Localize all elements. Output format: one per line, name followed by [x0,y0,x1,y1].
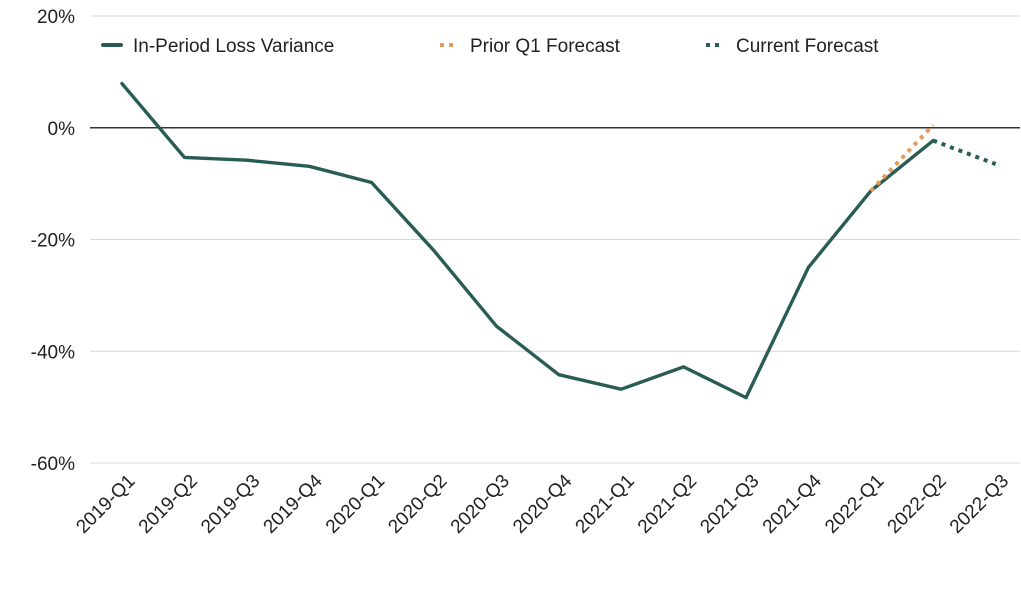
prior-q1-forecast-line [869,123,935,193]
x-tick-label: 2020-Q4 [509,470,576,537]
x-tick-label: 2020-Q2 [384,471,451,538]
prior-q1-forecast-legend-label: Prior Q1 Forecast [470,36,621,57]
x-tick-label: 2019-Q2 [135,471,202,538]
y-tick-label: -20% [31,231,75,252]
x-tick-label: 2021-Q1 [572,471,639,538]
x-tick-label: 2020-Q3 [447,471,514,538]
series-lines [120,81,997,400]
current-forecast-legend-label: Current Forecast [736,36,879,57]
x-tick-label: 2022-Q3 [946,471,1013,538]
x-tick-label: 2022-Q2 [884,471,951,538]
in-period-loss-variance-legend-label: In-Period Loss Variance [133,36,334,57]
x-tick-label: 2021-Q2 [634,471,701,538]
gridlines [90,15,1020,464]
legend: In-Period Loss Variance Prior Q1 Forecast… [101,36,879,57]
current-forecast-line [932,138,997,166]
x-tick-label: 2021-Q4 [759,470,826,537]
x-tick-label: 2019-Q4 [260,470,327,537]
x-tick-label: 2019-Q1 [72,471,139,538]
x-tick-label: 2021-Q3 [696,471,763,538]
x-axis-tick-labels: 2019-Q12019-Q22019-Q32019-Q42020-Q12020-… [72,470,1013,537]
y-axis-tick-labels: 20% 0% -20% -40% -60% [31,7,75,475]
x-tick-label: 2019-Q3 [197,471,264,538]
y-tick-label: -40% [31,342,75,363]
y-tick-label: 0% [48,119,76,140]
x-tick-label: 2022-Q1 [821,471,888,538]
y-tick-label: -60% [31,454,75,475]
x-tick-label: 2020-Q1 [322,471,389,538]
in-period-loss-variance-line [120,81,935,400]
y-tick-label: 20% [37,7,75,28]
